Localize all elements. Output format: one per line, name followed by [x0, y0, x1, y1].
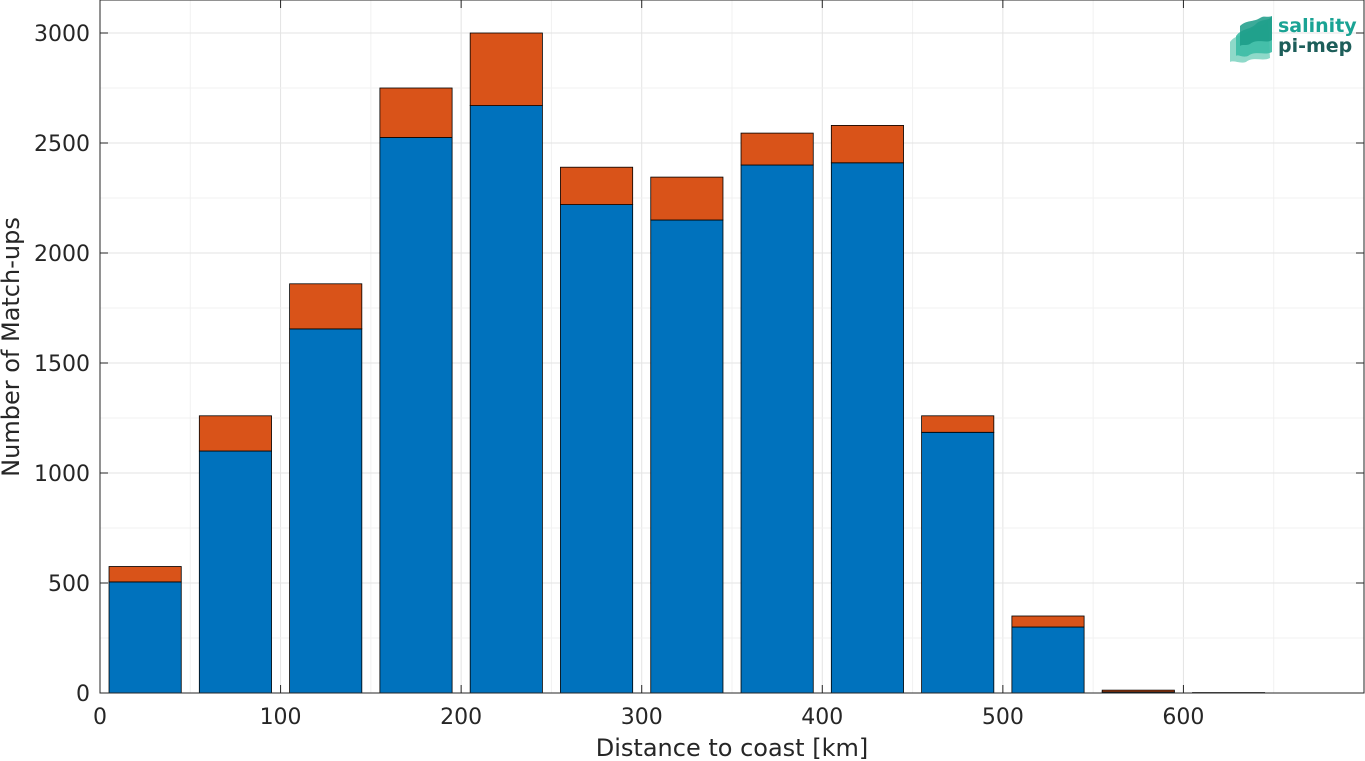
x-tick-label: 200	[440, 705, 482, 730]
bar-segment-series-2	[1011, 615, 1085, 628]
bar-segment-series-2	[740, 132, 814, 166]
ticks: 0 100 200 300 400 500 600 0 500 1000 1500 2000 2500 3…	[34, 0, 1364, 730]
logo-line1: salinity	[1278, 15, 1357, 37]
bar-segment-series-2	[650, 176, 724, 221]
y-tick-label: 2500	[34, 132, 90, 157]
bar-segment-series-2	[289, 283, 363, 330]
y-tick-label: 0	[76, 682, 90, 707]
bar-segment-series-2	[379, 87, 453, 138]
bar-segment-series-1	[198, 450, 272, 694]
x-tick-label: 400	[801, 705, 843, 730]
y-tick-label: 1500	[34, 352, 90, 377]
bar-segment-series-1	[650, 219, 724, 694]
bar-segment-series-2	[921, 415, 995, 433]
bar-segment-series-1	[469, 105, 543, 694]
bar-segment-series-1	[921, 431, 995, 694]
bar-segment-series-1	[740, 164, 814, 694]
bar-segment-series-1	[379, 137, 453, 694]
bar-segment-series-1	[289, 328, 363, 694]
x-tick-label: 600	[1162, 705, 1204, 730]
bar-segment-series-1	[830, 162, 904, 694]
y-axis-label: Number of Match-ups	[0, 217, 25, 477]
bar-segment-series-2	[198, 415, 272, 452]
bar-segment-series-1	[560, 204, 634, 694]
bar-segment-series-2	[830, 125, 904, 164]
plot-frame	[99, 0, 1365, 694]
y-tick-label: 3000	[34, 22, 90, 47]
x-tick-label: 0	[93, 705, 107, 730]
x-tick-label: 300	[621, 705, 663, 730]
bar-segment-series-2	[560, 166, 634, 205]
y-tick-label: 500	[48, 572, 90, 597]
salinity-pi-mep-logo: salinity pi-mep	[1230, 15, 1357, 63]
y-tick-label: 1000	[34, 462, 90, 487]
logo-line2: pi-mep	[1278, 35, 1352, 57]
bar-segment-series-1	[108, 581, 182, 694]
grid	[100, 0, 1364, 693]
x-axis-label: Distance to coast [km]	[596, 734, 868, 761]
bar-segment-series-2	[108, 566, 182, 583]
bar-segment-series-2	[1101, 689, 1175, 693]
bars	[108, 32, 1266, 694]
y-tick-label: 2000	[34, 242, 90, 267]
x-tick-label: 100	[260, 705, 302, 730]
wave-logo-icon	[1230, 16, 1272, 63]
bar-segment-series-1	[1011, 626, 1085, 694]
x-tick-label: 500	[982, 705, 1024, 730]
bar-segment-series-2	[469, 32, 543, 106]
